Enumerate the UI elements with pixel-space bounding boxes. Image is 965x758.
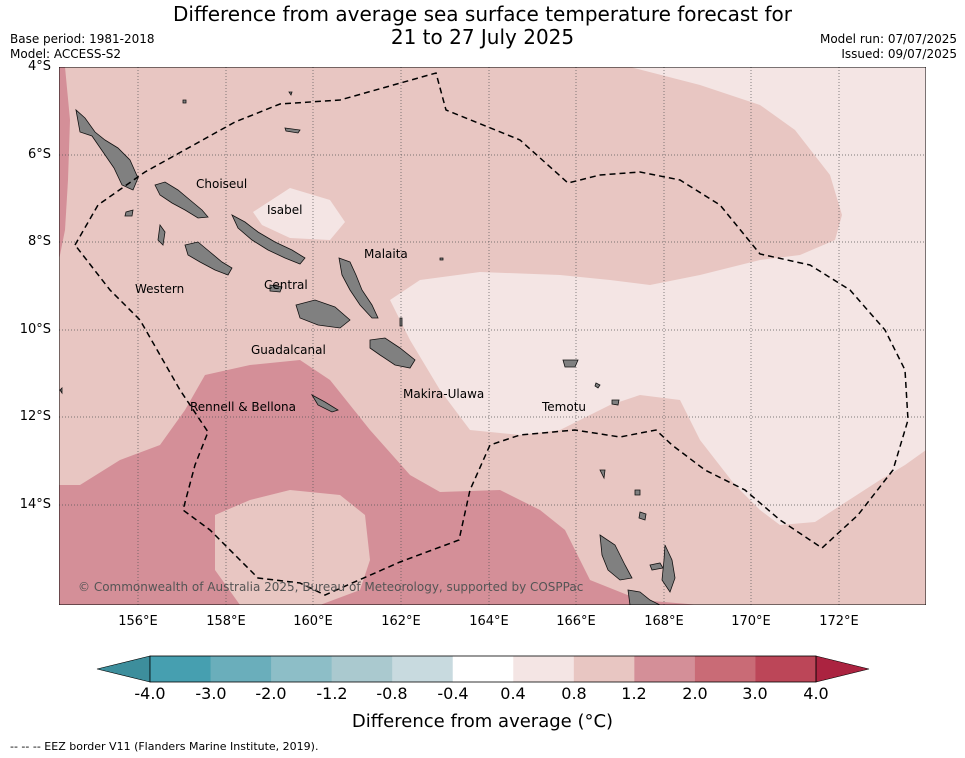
meta-right: Model run: 07/07/2025 Issued: 09/07/2025 [820,32,957,62]
colorbar-tick: 3.0 [742,684,768,703]
colorbar-tick: 4.0 [803,684,829,703]
lon-label-164e: 164°E [469,614,509,629]
lat-label-4s: 4°S [27,59,51,74]
island-malaita [338,257,379,319]
base-period: Base period: 1981-2018 [10,32,155,46]
island-ambae [649,562,664,571]
colorbar-tick: 2.0 [682,684,708,703]
island-guadalcanal [295,299,351,329]
lat-label-12s: 12°S [19,409,51,424]
island-nggela [269,284,283,293]
model-run: Model run: 07/07/2025 [819,32,957,46]
island-banks [638,511,647,521]
eez-border [74,72,909,596]
island-choiseul [154,181,209,219]
island-bougainville [75,108,139,191]
colorbar-segment [331,656,393,682]
island-vella-lavella [157,223,166,246]
colorbar-segment [755,656,817,682]
island-temotu-small [594,382,601,389]
place-western: Western [135,282,185,296]
colorbar-segment [513,656,575,682]
island-makira [369,337,416,369]
island-santa-cruz [562,359,579,368]
land-masses [59,91,676,605]
colorbar-under-arrow [96,655,151,683]
place-rennell-bellona: Rennell & Bellona [190,400,297,414]
issued-date: Issued: 09/07/2025 [841,47,957,61]
copyright-notice: © Commonwealth of Australia 2025, Bureau… [78,580,584,594]
lat-label-8s: 8°S [27,234,51,249]
colorbar-frame [149,655,817,683]
small-islets [59,91,641,496]
island-rennell [310,393,339,413]
place-guadalcanal: Guadalcanal [251,343,326,357]
lon-label-166e: 166°E [556,614,596,629]
colorbar-tick: -2.0 [255,684,287,703]
place-temotu: Temotu [542,400,587,414]
colorbar-tick: -0.8 [376,684,408,703]
place-makira-ulawa: Makira-Ulawa [403,387,485,401]
colorbar-segment [210,656,272,682]
colorbar-over-arrow [815,655,870,683]
colorbar-tick: 0.8 [561,684,587,703]
place-malaita: Malaita [364,247,408,261]
colorbar-segment [452,656,514,682]
lon-label-158e: 158°E [206,614,246,629]
colorbar-segment [573,656,635,682]
model-name: Model: ACCESS-S2 [10,47,122,61]
place-choiseul: Choiseul [196,177,248,191]
colorbar-label: Difference from average (°C) [351,711,614,732]
colorbar-segment [150,656,212,682]
island-maewo [661,544,676,593]
colorbar-tick: 1.2 [621,684,647,703]
colorbar-segment [694,656,756,682]
colorbar-tick: -4.0 [134,684,166,703]
island-espiritu-santo [599,534,633,581]
colorbar-segment [634,656,696,682]
lon-label-170e: 170°E [731,614,771,629]
lat-label-10s: 10°S [19,322,51,337]
grid-lines [59,67,926,605]
chart-title: Difference from average sea surface temp… [0,3,965,49]
colorbar-tick: -1.2 [316,684,348,703]
lat-label-6s: 6°S [27,147,51,162]
lon-label-162e: 162°E [381,614,421,629]
colorbar-tick: -0.4 [437,684,469,703]
anomaly-band-0.8-1.2-pocket [215,490,370,605]
colorbar-segments [150,656,817,682]
anomaly-band-0.4-0.8-isabel [253,188,345,240]
colorbar-tick: 0.4 [500,684,526,703]
lat-label-14s: 14°S [19,497,51,512]
island-malekula [627,589,661,605]
title-line-1: Difference from average sea surface temp… [172,2,792,26]
island-tikopia [611,399,620,406]
lon-label-168e: 168°E [644,614,684,629]
island-new-georgia [184,241,233,276]
lon-label-172e: 172°E [819,614,859,629]
eez-legend-note: -- -- -- EEZ border V11 (Flanders Marine… [10,740,319,753]
island-isabel [231,214,306,265]
meta-left: Base period: 1981-2018 Model: ACCESS-S2 [10,32,155,62]
colorbar [96,655,870,683]
colorbar-segment [271,656,333,682]
place-central: Central [264,278,308,292]
place-isabel: Isabel [267,203,303,217]
colorbar-tick: -3.0 [195,684,227,703]
colorbar-segment [392,656,454,682]
title-line-2: 21 to 27 July 2025 [390,25,575,49]
map-plot-area [59,67,926,605]
anomaly-band-1.2-2.0-west [59,67,70,260]
anomaly-band-0.4-0.8-east [390,67,926,525]
lon-label-160e: 160°E [293,614,333,629]
lon-label-156e: 156°E [118,614,158,629]
